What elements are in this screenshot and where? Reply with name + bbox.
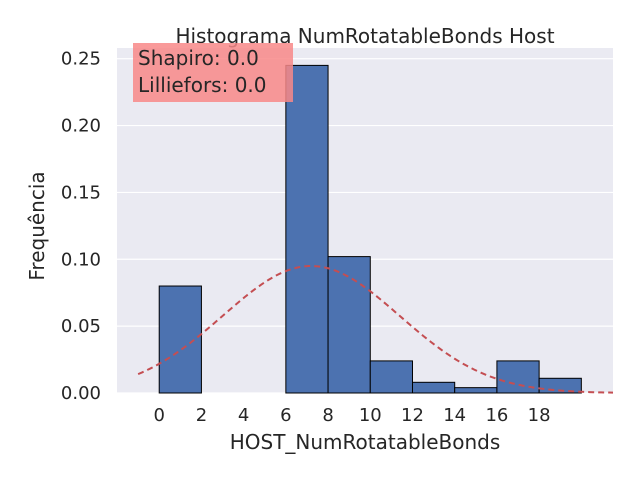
normality-test-box: Shapiro: 0.0 Lilliefors: 0.0 (133, 43, 293, 102)
x-tick-label-8: 16 (485, 405, 508, 426)
y-tick-label-4: 0.20 (61, 116, 101, 137)
x-tick-label-9: 18 (528, 405, 551, 426)
annotation-box (133, 43, 293, 102)
bar-6 (411, 381, 456, 394)
y-tick-labels: 0.00 0.05 0.10 0.15 0.20 0.25 (61, 49, 101, 404)
bar-0 (158, 285, 202, 394)
x-tick-label-3: 6 (280, 405, 291, 426)
x-tick-label-2: 4 (238, 405, 249, 426)
normal-fit-curve (137, 264, 614, 394)
x-tick-label-0: 0 (153, 405, 164, 426)
bar-7 (454, 387, 498, 394)
y-tick-label-2: 0.10 (61, 249, 101, 270)
y-tick-label-5: 0.25 (61, 49, 101, 70)
y-tick-label-1: 0.05 (61, 316, 101, 337)
x-tick-labels: 0 2 4 6 8 10 12 14 16 18 (153, 405, 550, 426)
bar-4 (327, 256, 371, 394)
lilliefors-text: Lilliefors: 0.0 (138, 73, 267, 97)
y-tick-label-3: 0.15 (61, 182, 101, 203)
x-tick-label-1: 2 (196, 405, 207, 426)
x-axis-label: HOST_NumRotatableBonds (230, 430, 501, 454)
bar-3 (285, 64, 329, 394)
y-tick-label-0: 0.00 (61, 383, 101, 404)
x-tick-label-5: 10 (359, 405, 382, 426)
bar-5 (369, 360, 413, 394)
x-tick-label-6: 12 (401, 405, 424, 426)
bars-group (158, 64, 582, 394)
y-axis-label: Frequência (25, 171, 49, 280)
shapiro-text: Shapiro: 0.0 (138, 46, 259, 70)
x-tick-label-4: 8 (322, 405, 333, 426)
x-tick-label-7: 14 (443, 405, 466, 426)
